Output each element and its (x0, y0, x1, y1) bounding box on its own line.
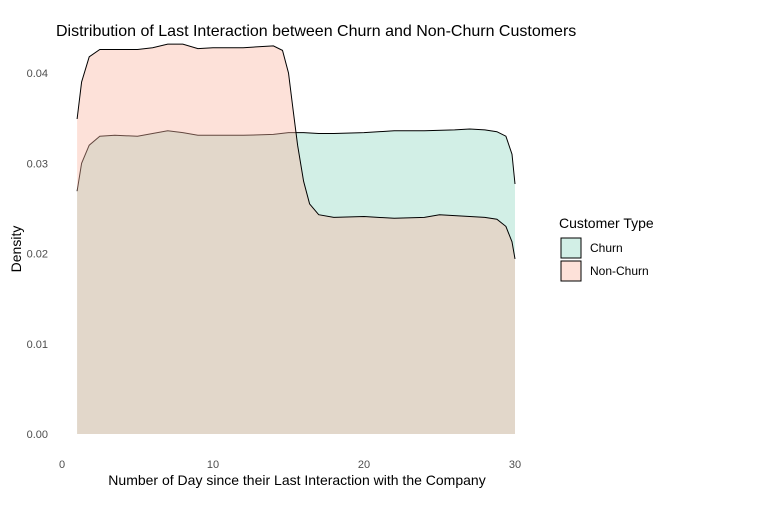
legend-title: Customer Type (559, 215, 654, 231)
y-axis-ticks: 0.00 0.01 0.02 0.03 0.04 (27, 68, 48, 441)
legend-label-non-churn: Non-Churn (590, 264, 649, 278)
y-tick-label: 0.00 (27, 429, 48, 441)
y-tick-label: 0.01 (27, 339, 48, 351)
y-tick-label: 0.04 (27, 68, 48, 80)
x-axis-title: Number of Day since their Last Interacti… (108, 472, 485, 488)
x-tick-label: 20 (358, 459, 370, 471)
chart-title: Distribution of Last Interaction between… (56, 23, 576, 40)
density-area-churn (77, 129, 515, 434)
y-tick-label: 0.03 (27, 158, 48, 170)
legend-swatch-non-churn (560, 260, 582, 282)
density-line-non-churn (76, 43, 516, 259)
density-area-non-churn (77, 44, 515, 434)
x-axis-ticks: 0 10 20 30 (59, 459, 521, 471)
density-line-churn (76, 128, 516, 192)
y-tick-label: 0.02 (27, 249, 48, 261)
plot-area (76, 43, 516, 434)
x-tick-label: 0 (59, 459, 65, 471)
x-tick-label: 10 (207, 459, 219, 471)
legend: Customer Type Churn Non-Churn (559, 215, 654, 282)
y-axis-title: Density (8, 226, 24, 273)
x-tick-label: 30 (509, 459, 521, 471)
legend-swatch-churn (560, 237, 582, 259)
legend-label-churn: Churn (590, 241, 623, 255)
